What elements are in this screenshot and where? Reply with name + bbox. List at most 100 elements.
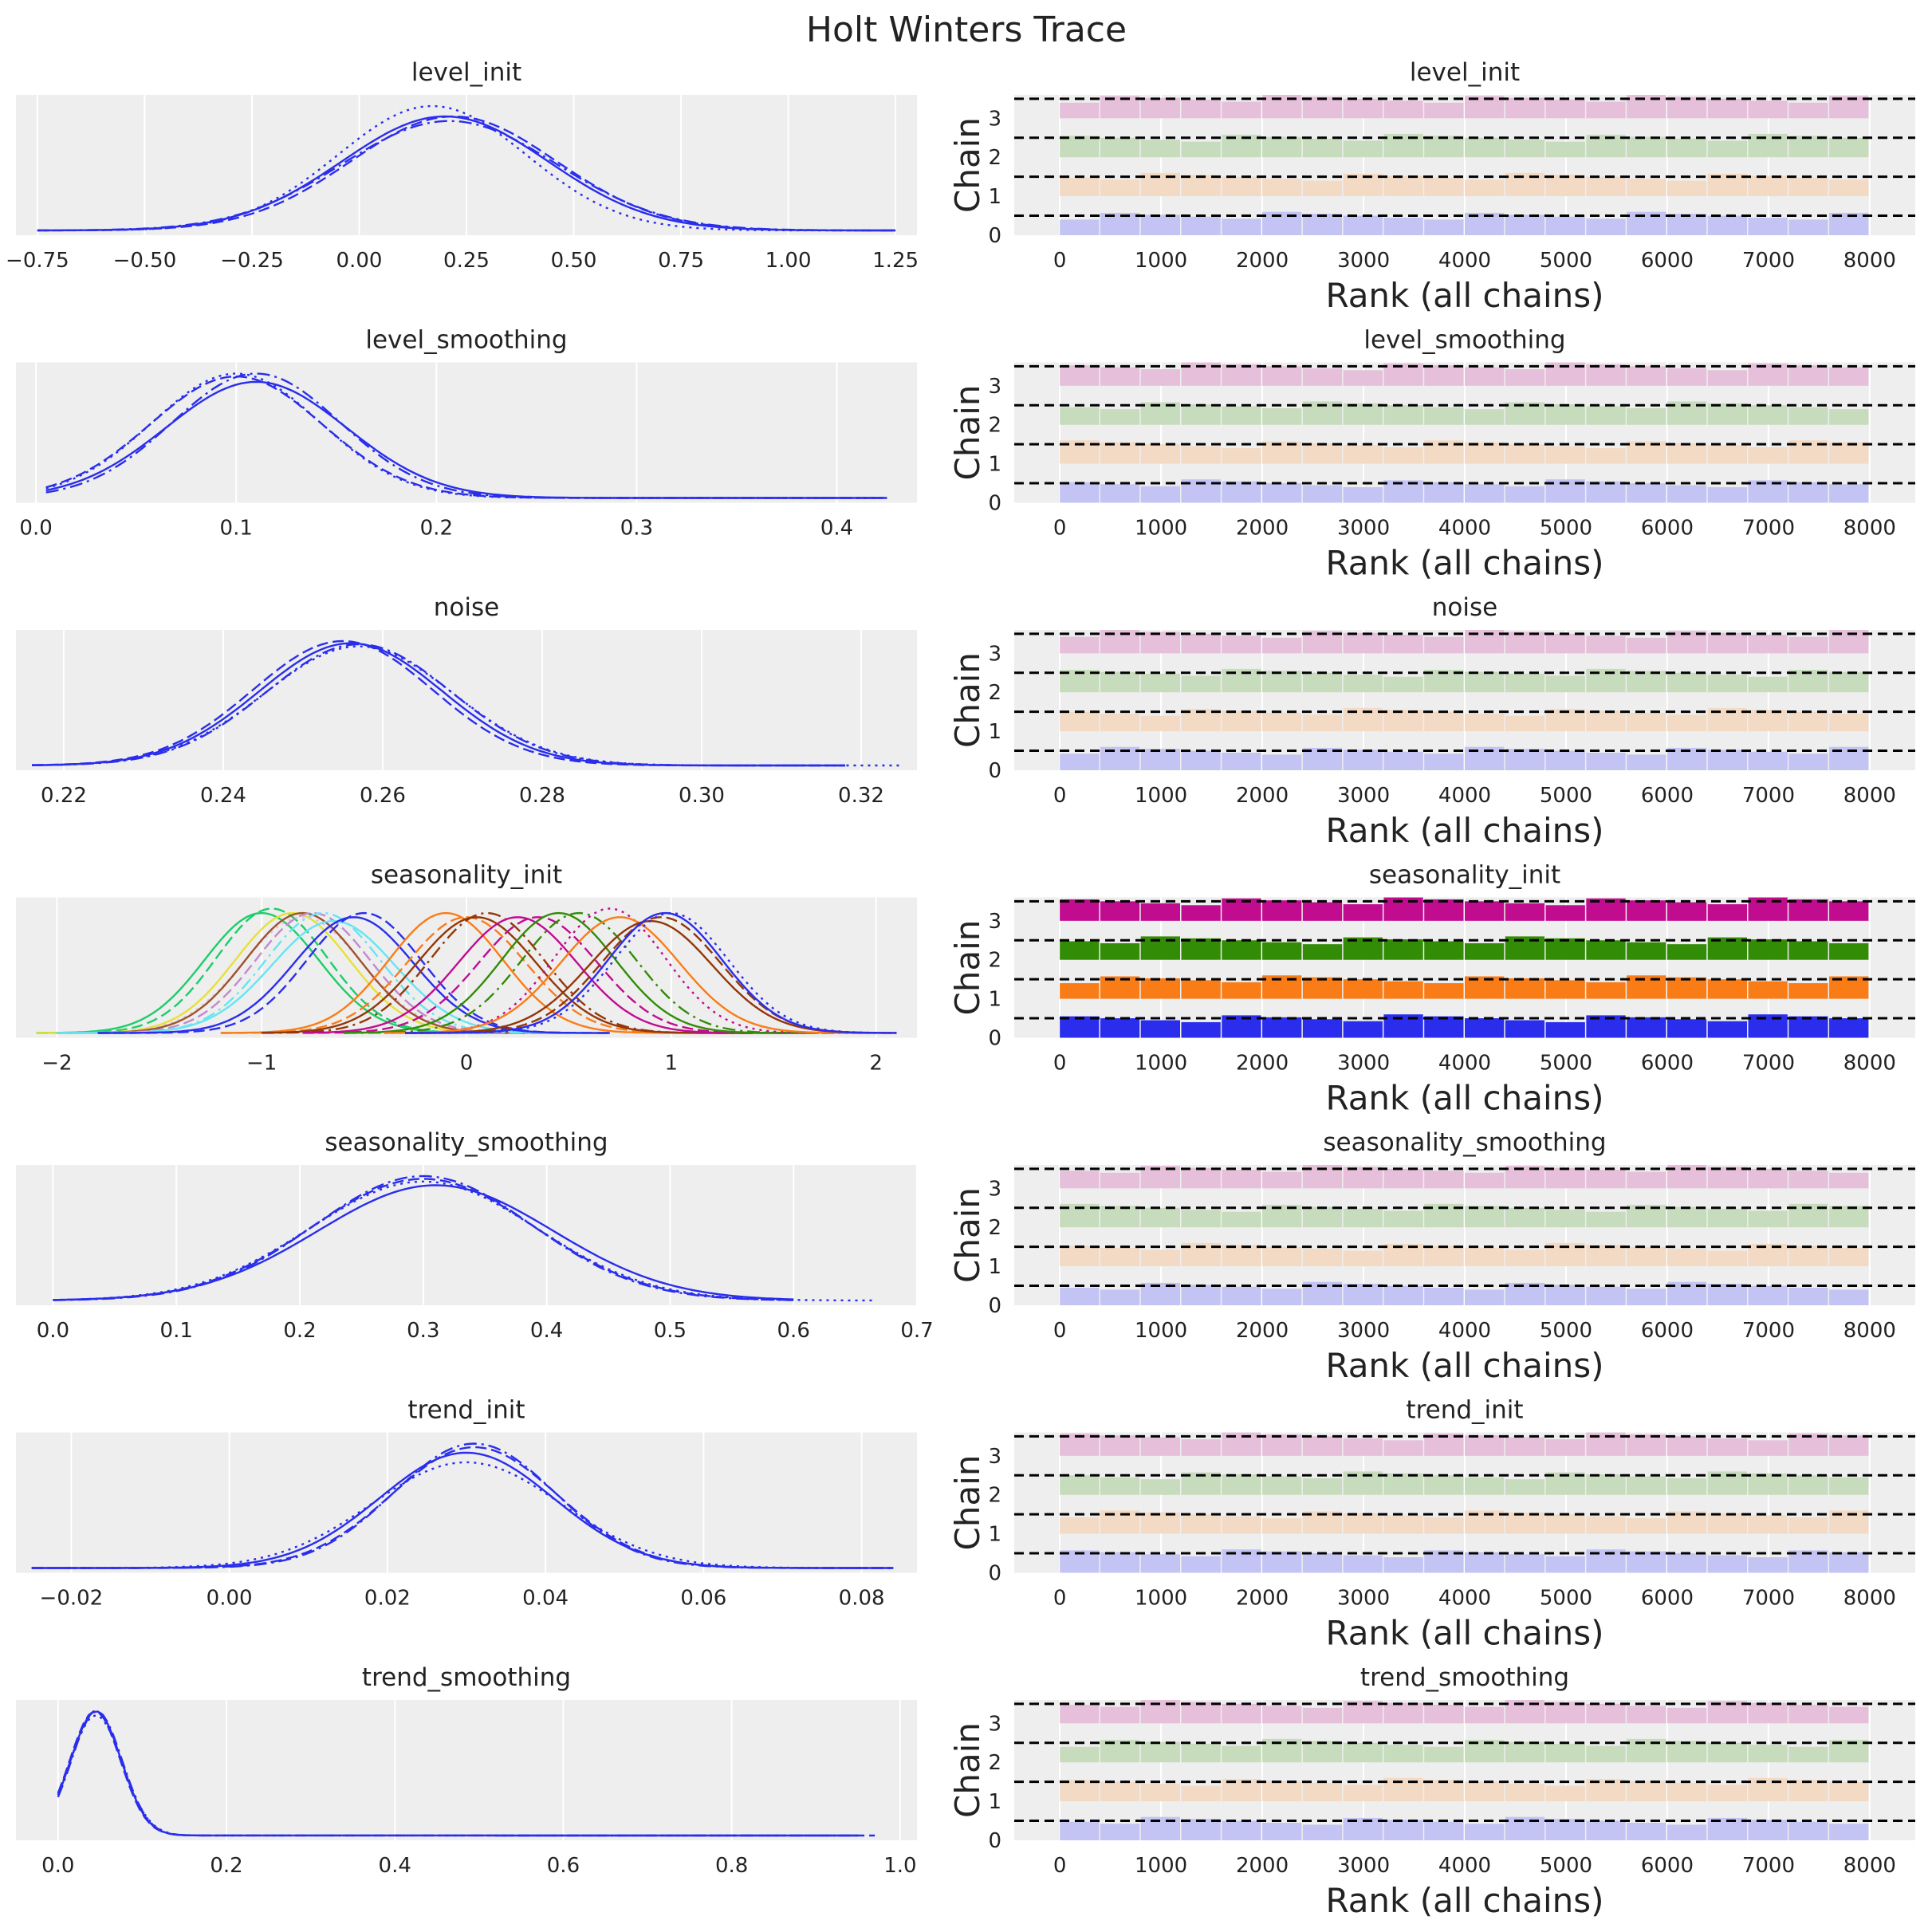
x-tick-label: 0.7: [900, 1319, 933, 1343]
rank-bar: [1627, 179, 1666, 197]
kde-line-18: [343, 911, 836, 1034]
rank-bar: [1666, 443, 1707, 464]
rank-panel-level-smoothing: 0 1000 2000 3000 4000 5000 6000 7000 8000 0 1 2 3 lev…: [948, 326, 1915, 583]
rank-bar: [1343, 1209, 1383, 1228]
rank-bar: [1788, 136, 1828, 158]
rank-bar: [1707, 403, 1748, 425]
rank-bar: [1181, 905, 1221, 921]
rank-bar: [1788, 1746, 1828, 1763]
kde-line-15: [302, 916, 794, 1034]
y-tick-label: 1: [988, 1790, 1001, 1814]
rank-bar: [1465, 1289, 1505, 1305]
rank-bar: [1343, 140, 1383, 158]
rank-bar: [1465, 1552, 1505, 1573]
y-tick-label: 1: [988, 720, 1001, 744]
rank-bar: [1748, 1702, 1788, 1724]
rank-bar: [1788, 219, 1828, 235]
rank-bar: [1586, 406, 1626, 425]
x-tick-label: 0.28: [519, 784, 565, 808]
panel-title: level_smoothing: [365, 326, 567, 355]
rank-bar: [1586, 710, 1626, 732]
rank-bar: [1707, 1784, 1748, 1802]
y-tick-label: 0: [988, 224, 1001, 248]
rank-bar: [1627, 637, 1666, 654]
rank-bar: [1465, 942, 1505, 960]
rank-bar: [1424, 1705, 1464, 1724]
panel-title: level_smoothing: [1363, 326, 1565, 355]
x-tick-label: 0.3: [620, 517, 653, 541]
rank-bar: [1707, 486, 1748, 503]
rank-bar: [1666, 1206, 1707, 1228]
rank-bar: [1181, 1210, 1221, 1228]
rank-bar: [1505, 632, 1545, 654]
rank-bar: [1465, 1477, 1505, 1495]
rank-bar: [1627, 671, 1666, 693]
x-tick-label: 6000: [1641, 1854, 1694, 1878]
rank-bar: [1465, 137, 1505, 158]
rank-bar: [1302, 1824, 1343, 1840]
kde-line-4: [37, 120, 896, 232]
rank-bar: [1829, 1435, 1869, 1456]
rank-bar: [1465, 1172, 1505, 1189]
rank-bar: [1545, 938, 1585, 960]
rank-bar: [1424, 754, 1464, 770]
panel-title: level_init: [411, 58, 521, 87]
rank-bar: [1707, 1438, 1748, 1456]
rank-bar: [1666, 180, 1707, 197]
rank-bar: [1586, 1474, 1626, 1495]
rank-bar: [1424, 711, 1464, 732]
rank-bar: [1586, 1820, 1626, 1840]
y-tick-label: 1: [988, 453, 1001, 477]
rank-bar: [1788, 1821, 1828, 1840]
rank-bar: [1302, 1206, 1343, 1228]
rank-bar: [1100, 1206, 1140, 1228]
rank-bar: [1222, 364, 1261, 386]
rank-bar: [1100, 1172, 1140, 1189]
panel-title: seasonality_smoothing: [1323, 1128, 1606, 1157]
rank-bar: [1181, 446, 1221, 464]
x-tick-label: 7000: [1742, 517, 1795, 541]
rank-bar: [1262, 1476, 1302, 1495]
rank-bar: [1424, 1746, 1464, 1763]
rank-bar: [1505, 1784, 1545, 1802]
rank-bar: [1343, 1021, 1383, 1038]
x-tick-label: 3000: [1337, 249, 1390, 273]
x-tick-label: 5000: [1540, 784, 1592, 808]
rank-bar: [1383, 751, 1423, 770]
rank-bar: [1262, 366, 1302, 386]
rank-bar: [1788, 102, 1828, 119]
kde-line-23: [405, 911, 897, 1034]
rank-bar: [1748, 635, 1788, 654]
rank-bar: [1343, 1250, 1383, 1267]
rank-bar: [1140, 1784, 1180, 1802]
rank-bar: [1302, 368, 1343, 386]
x-tick-label: −0.75: [6, 249, 69, 273]
rank-bar: [1627, 483, 1666, 503]
rank-bar: [1666, 944, 1707, 960]
x-tick-label: 8000: [1843, 1052, 1896, 1076]
rank-bar: [1302, 977, 1343, 999]
rank-bar: [1545, 1439, 1585, 1456]
x-tick-label: 1.00: [765, 249, 812, 273]
rank-bar: [1505, 1207, 1545, 1228]
x-tick-label: 5000: [1540, 1587, 1592, 1611]
rank-bar: [1383, 1820, 1423, 1840]
rank-bar: [1424, 941, 1464, 960]
kde-line-2: [32, 645, 901, 767]
rank-bar: [1748, 133, 1788, 158]
kde-panel-noise: 0.22 0.24 0.26 0.28 0.30 0.32 noise: [16, 593, 917, 808]
rank-bar: [1707, 1742, 1748, 1763]
panel-title: trend_init: [407, 1396, 525, 1425]
rank-bar: [1788, 1288, 1828, 1305]
x-tick-label: 4000: [1438, 249, 1491, 273]
rank-bar: [1302, 944, 1343, 960]
rank-bar: [1424, 1288, 1464, 1305]
rank-bar: [1829, 714, 1869, 732]
rank-bar: [1586, 1245, 1626, 1267]
rank-bar: [1100, 484, 1140, 503]
rank-bar: [1505, 978, 1545, 999]
x-tick-label: 4000: [1438, 784, 1491, 808]
rank-bar: [1666, 902, 1707, 921]
x-tick-label: 0.0: [37, 1319, 69, 1343]
rank-bar: [1627, 441, 1666, 464]
